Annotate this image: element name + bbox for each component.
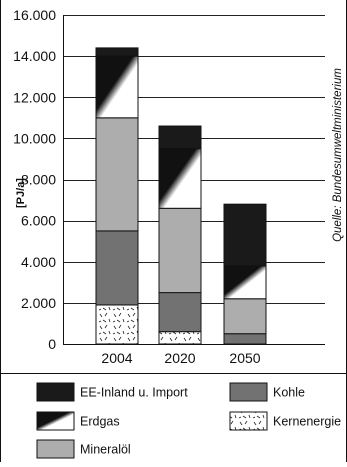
legend-label: Mineralöl <box>80 443 131 457</box>
y-tick-label: 6.000 <box>21 213 56 229</box>
y-tick-label: 12.000 <box>13 89 56 105</box>
y-tick-label: 8.000 <box>21 172 56 188</box>
axes-group <box>63 15 325 345</box>
bar-segment <box>95 230 139 306</box>
bar-segment <box>158 125 202 150</box>
bar-segment <box>95 47 139 57</box>
bar-segment <box>95 304 139 345</box>
y-axis-label: [PJ/a] <box>15 178 27 208</box>
bar-segment <box>223 203 267 267</box>
legend-label: Erdgas <box>80 415 120 429</box>
y-tick-label: 14.000 <box>13 48 56 64</box>
y-tick-labels: 0 2.000 4.000 6.000 8.000 10.000 12.000 14.000 1… <box>13 7 56 352</box>
bar-segment <box>95 55 139 119</box>
y-tick-label: 2.000 <box>21 295 56 311</box>
legend-swatch <box>229 382 268 402</box>
y-tick-label: 0 <box>48 336 56 352</box>
legend: EE-Inland u. Import Kohle Erdgas Kernenergi… <box>36 382 341 459</box>
bar-segment <box>223 265 267 300</box>
bar-segment <box>223 298 267 335</box>
bars-group <box>95 47 267 345</box>
bar-segment <box>95 117 139 232</box>
legend-swatch <box>36 382 75 402</box>
y-tick-label: 4.000 <box>21 254 56 270</box>
bar-segment <box>158 148 202 209</box>
legend-label: Kohle <box>273 386 305 400</box>
bar-segment <box>158 331 202 345</box>
bar-segment <box>158 207 202 294</box>
x-tick-label: 2020 <box>164 350 195 366</box>
bar-segment <box>158 292 202 333</box>
legend-swatch <box>229 411 268 431</box>
x-tick-label: 2004 <box>101 350 132 366</box>
bar-segment <box>223 333 267 345</box>
source-note: Quelle: Bundesumweltministerium <box>332 68 344 242</box>
x-tick-labels: 2004 2020 2050 <box>101 350 260 366</box>
y-tick-label: 10.000 <box>13 130 56 146</box>
legend-swatch <box>36 439 75 459</box>
legend-swatch <box>36 411 75 431</box>
legend-label: EE-Inland u. Import <box>80 386 188 400</box>
y-tick-label: 16.000 <box>13 7 56 23</box>
x-tick-label: 2050 <box>229 350 260 366</box>
legend-label: Kernenergie <box>273 415 341 429</box>
